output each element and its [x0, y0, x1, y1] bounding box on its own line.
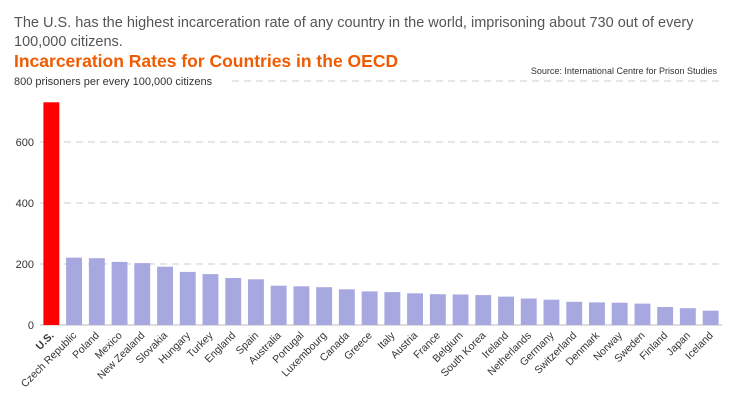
y-tick-label: 0: [28, 320, 34, 332]
bar-czech-republic: [66, 257, 82, 325]
bar-new-zealand: [134, 263, 151, 325]
bar-switzerland: [566, 301, 583, 325]
bar-belgium: [452, 294, 469, 325]
bar-south-korea: [475, 295, 492, 325]
bar-japan: [679, 308, 696, 325]
bar-turkey: [202, 274, 219, 325]
bar-greece: [361, 291, 378, 325]
bar-england: [225, 278, 242, 325]
y-axis-labels: 0 200 400 600 800 prisoners per every 100,00…: [14, 76, 213, 332]
bar-australia: [270, 285, 287, 325]
bar-sweden: [634, 303, 651, 325]
bar-ireland: [498, 296, 514, 325]
bar-poland: [88, 258, 105, 325]
bar-norway: [611, 302, 628, 325]
bar-slovakia: [157, 266, 173, 325]
bar-u-s: [43, 102, 60, 325]
bar-canada: [338, 289, 355, 325]
bar-mexico: [111, 261, 128, 325]
bar-spain: [248, 279, 264, 326]
y-tick-label: 200: [16, 259, 34, 271]
bar-italy: [384, 292, 401, 325]
bar-luxembourg: [316, 287, 333, 325]
bar-france: [429, 294, 446, 325]
bar-hungary: [179, 271, 196, 325]
bar-austria: [407, 293, 423, 325]
y-tick-label: 400: [16, 198, 34, 210]
bar-netherlands: [520, 298, 537, 325]
chart-title: Incarceration Rates for Countries in the…: [14, 51, 399, 71]
bar-denmark: [589, 302, 605, 325]
grid-lines: [40, 80, 722, 326]
source-note: Source: International Centre for Prison …: [530, 66, 717, 76]
bars: [43, 102, 719, 326]
bar-iceland: [702, 310, 719, 325]
y-axis-title: 800 prisoners per every 100,000 citizens: [14, 76, 213, 88]
bar-germany: [543, 299, 560, 325]
bar-finland: [657, 307, 674, 325]
y-tick-label: 600: [16, 137, 34, 149]
intro-text: The U.S. has the highest incarceration r…: [14, 15, 694, 50]
bar-portugal: [293, 286, 310, 325]
